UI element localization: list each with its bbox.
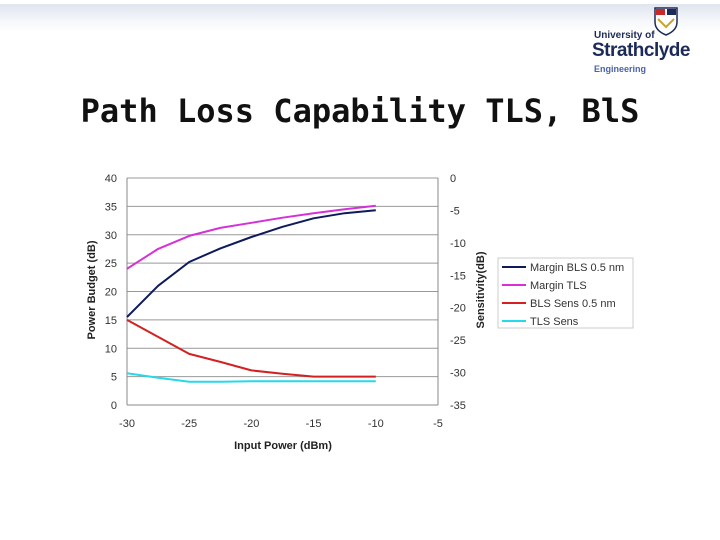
y-tick-label: 35 — [105, 201, 117, 213]
y-tick-label: 5 — [111, 372, 117, 384]
slide-title: Path Loss Capability TLS, BlS — [80, 92, 640, 130]
x-tick-label: -25 — [181, 418, 197, 430]
legend-label: Margin BLS 0.5 nm — [530, 262, 624, 274]
y2-axis-label: Sensitivity(dB) — [475, 251, 487, 328]
legend-label: TLS Sens — [530, 316, 579, 328]
y2-tick-label: -35 — [450, 400, 466, 412]
y2-tick-label: -20 — [450, 303, 466, 315]
legend: Margin BLS 0.5 nm Margin TLS BLS Sens 0.5 … — [497, 257, 634, 329]
y-tick-label: 0 — [111, 400, 117, 412]
legend-box — [497, 257, 634, 329]
y-tick-label: 40 — [105, 173, 117, 185]
x-tick-label: -15 — [306, 418, 322, 430]
header-band — [0, 4, 720, 32]
y-tick-label: 10 — [105, 343, 117, 355]
y2-tick-label: -5 — [450, 205, 460, 217]
y-tick-label: 20 — [105, 287, 117, 299]
crest-icon — [654, 7, 678, 36]
series-line-4 — [126, 372, 376, 383]
y-tick-label: 15 — [105, 315, 117, 327]
logo-faculty: Engineering — [594, 64, 647, 74]
y-axis-label: Power Budget (dB) — [86, 240, 98, 339]
y2-tick-label: -10 — [450, 238, 466, 250]
x-axis-label: Input Power (dBm) — [234, 440, 332, 452]
x-tick-label: -30 — [119, 418, 135, 430]
y-tick-label: 25 — [105, 258, 117, 270]
x-tick-label: -20 — [243, 418, 259, 430]
y-tick-label: 30 — [105, 230, 117, 242]
legend-label: BLS Sens 0.5 nm — [530, 298, 616, 310]
series-line-1 — [126, 209, 376, 318]
axes-layer: 0 5 10 15 20 25 30 35 40 0 -5 -10 -15 -20 -25 -30 -35 -30… — [105, 173, 466, 430]
series-line-2 — [126, 204, 376, 270]
y2-tick-label: -30 — [450, 368, 466, 380]
series-line-3 — [126, 319, 376, 378]
grid-layer — [127, 177, 438, 378]
x-tick-label: -5 — [433, 418, 443, 430]
y2-tick-label: 0 — [450, 173, 456, 185]
logo-name: Strathclyde — [592, 40, 690, 61]
x-tick-label: -10 — [368, 418, 384, 430]
y2-tick-label: -15 — [450, 270, 466, 282]
y2-tick-label: -25 — [450, 335, 466, 347]
logo-university-of: University of — [594, 30, 655, 41]
university-logo: University of Strathclyde Engineering — [590, 6, 700, 76]
series-layer — [126, 204, 376, 383]
legend-label: Margin TLS — [530, 280, 587, 292]
